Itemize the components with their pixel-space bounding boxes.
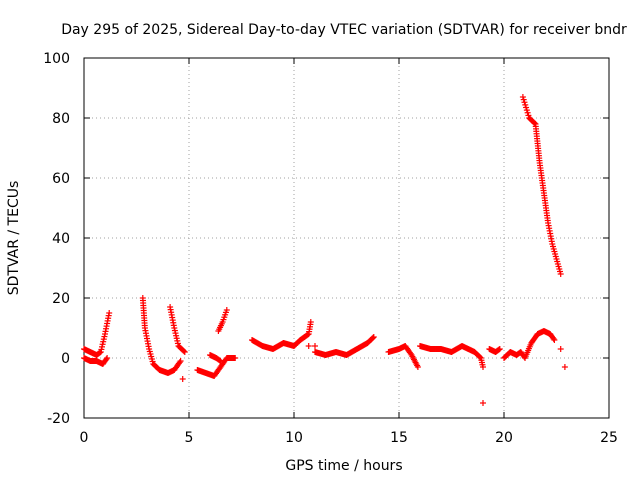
data-point [557, 346, 564, 352]
data-point [106, 310, 113, 316]
data-point [176, 359, 183, 366]
data-point [480, 400, 486, 406]
data-point [521, 99, 528, 106]
plot-frame [83, 57, 610, 419]
data-point [179, 376, 186, 382]
y-tick-label: 60 [52, 171, 70, 187]
data-point [496, 346, 503, 352]
data-point [531, 120, 538, 127]
x-tick-label: 20 [495, 430, 513, 446]
data-point [181, 349, 188, 355]
data-point [550, 335, 557, 342]
data-point [223, 307, 230, 313]
grid-layer [84, 58, 609, 418]
data-point [177, 358, 184, 364]
data-point [305, 343, 312, 349]
data-point [551, 337, 558, 343]
data-points [81, 94, 568, 406]
data-point [370, 334, 377, 341]
y-tick-label: 80 [52, 111, 70, 127]
data-point [180, 348, 187, 355]
x-axis-label: GPS time / hours [285, 458, 402, 474]
data-point [523, 107, 530, 114]
data-point [103, 356, 110, 363]
y-axis-label: SDTVAR / TECUs [6, 181, 22, 296]
data-point [477, 354, 483, 361]
y-tick-label: 0 [61, 351, 70, 367]
x-tick-label: 10 [285, 430, 303, 446]
chart-title: Day 295 of 2025, Sidereal Day-to-day VTE… [61, 22, 627, 38]
data-point [520, 96, 527, 103]
data-point [232, 355, 239, 361]
x-tick-label: 15 [390, 430, 408, 446]
data-point [524, 109, 531, 116]
data-point [104, 355, 111, 361]
tick-layer: 0 5 10 15 20 25 -20 0 20 40 60 80 100 [43, 51, 618, 446]
data-point [561, 364, 568, 370]
data-point [519, 94, 526, 100]
data-point [307, 319, 314, 325]
x-tick-label: 0 [80, 430, 89, 446]
y-tick-label: 20 [52, 291, 70, 307]
data-point [480, 364, 486, 370]
x-tick-label: 25 [600, 430, 618, 446]
x-tick-label: 5 [185, 430, 194, 446]
data-point [217, 358, 224, 364]
y-tick-label: 40 [52, 231, 70, 247]
data-point [523, 104, 530, 111]
data-point [414, 364, 421, 370]
y-tick-label: 100 [43, 51, 70, 67]
data-point [557, 271, 564, 277]
data-point [525, 112, 532, 119]
data-point [312, 343, 318, 349]
data-point [522, 101, 529, 108]
data-point [370, 334, 377, 340]
y-tick-label: -20 [47, 411, 70, 427]
